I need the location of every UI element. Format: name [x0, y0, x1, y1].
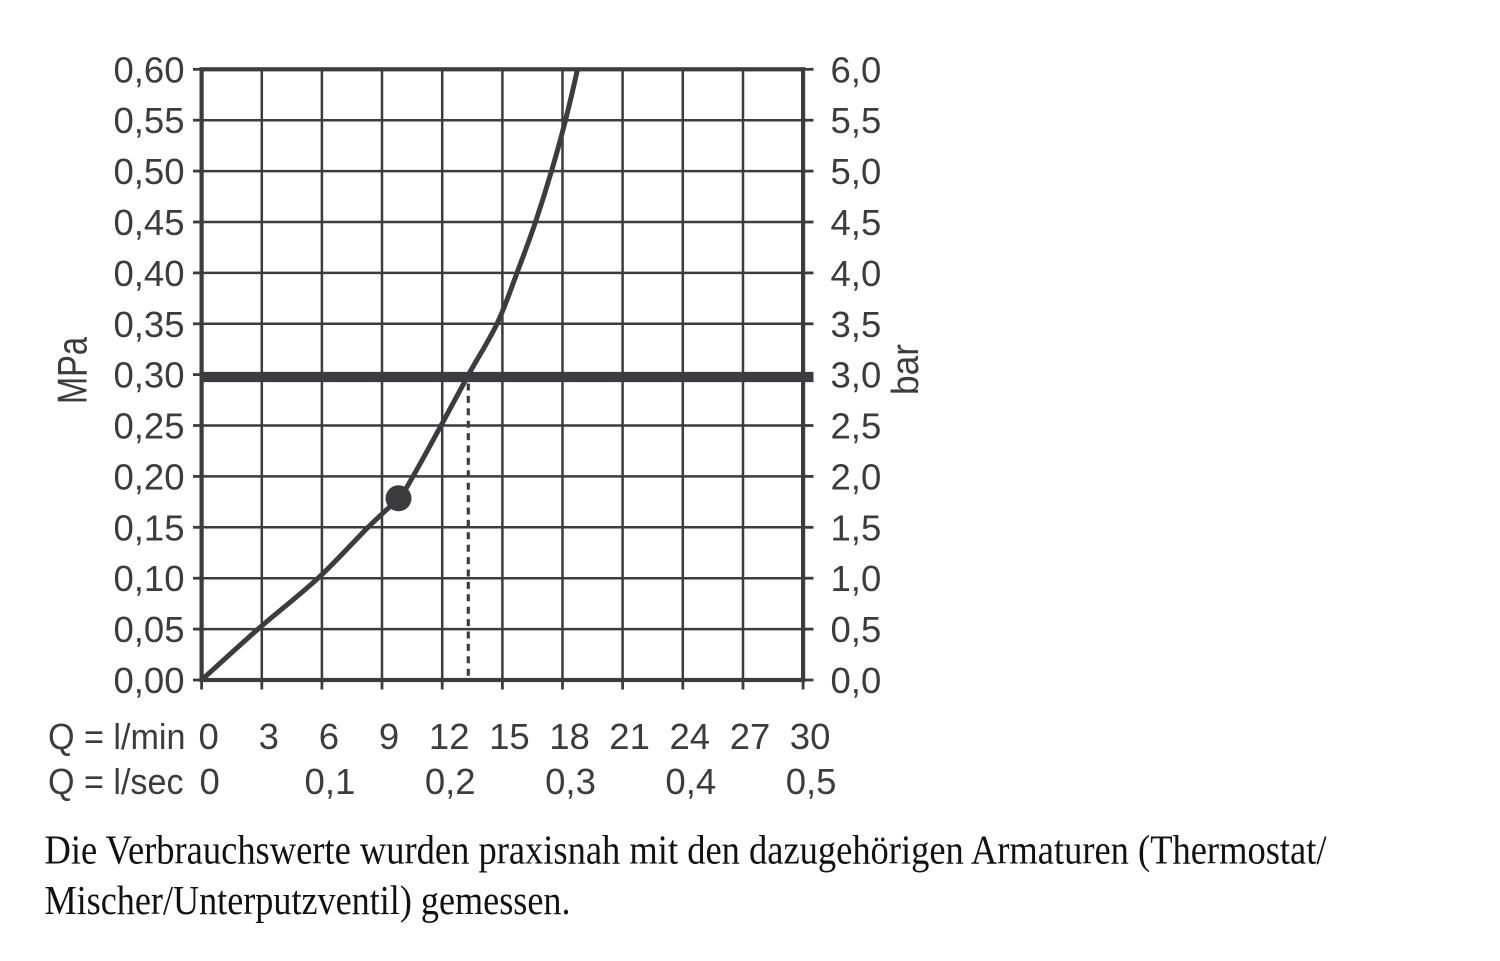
svg-text:9: 9	[379, 716, 399, 757]
svg-text:0,30: 0,30	[113, 355, 184, 396]
svg-text:0,10: 0,10	[113, 558, 184, 599]
svg-text:0,40: 0,40	[113, 253, 184, 294]
svg-text:bar: bar	[885, 344, 927, 395]
svg-text:5,5: 5,5	[831, 100, 882, 141]
svg-text:27: 27	[730, 716, 771, 757]
svg-text:4,0: 4,0	[831, 253, 882, 294]
svg-text:0,5: 0,5	[786, 761, 837, 802]
svg-text:MPa: MPa	[49, 337, 96, 404]
svg-text:Q = l/min: Q = l/min	[48, 716, 186, 757]
svg-text:0,50: 0,50	[113, 151, 184, 192]
svg-text:Q = l/sec: Q = l/sec	[48, 761, 184, 802]
svg-text:0,0: 0,0	[831, 660, 882, 701]
svg-text:0: 0	[198, 716, 218, 757]
svg-text:3,5: 3,5	[831, 304, 882, 345]
svg-text:2,0: 2,0	[831, 456, 882, 497]
svg-text:4,5: 4,5	[831, 202, 882, 243]
svg-text:21: 21	[609, 716, 650, 757]
svg-text:0,20: 0,20	[113, 456, 184, 497]
svg-text:30: 30	[790, 716, 831, 757]
svg-text:3: 3	[259, 716, 279, 757]
svg-text:Die Verbrauchswerte wurden pra: Die Verbrauchswerte wurden praxisnah mit…	[45, 826, 1328, 872]
svg-text:0,05: 0,05	[113, 609, 184, 650]
svg-text:0: 0	[199, 761, 219, 802]
svg-text:0,5: 0,5	[831, 609, 882, 650]
svg-text:0,35: 0,35	[113, 304, 184, 345]
svg-text:0,55: 0,55	[113, 100, 184, 141]
svg-text:1,0: 1,0	[831, 558, 882, 599]
svg-text:0,00: 0,00	[113, 660, 184, 701]
svg-text:24: 24	[669, 716, 710, 757]
svg-text:6: 6	[319, 716, 339, 757]
svg-text:6,0: 6,0	[831, 49, 882, 90]
svg-text:5,0: 5,0	[831, 151, 882, 192]
svg-text:0,45: 0,45	[113, 202, 184, 243]
svg-text:1,5: 1,5	[831, 507, 882, 548]
svg-text:0,4: 0,4	[665, 761, 716, 802]
svg-text:0,3: 0,3	[545, 761, 596, 802]
svg-text:18: 18	[549, 716, 590, 757]
svg-text:0,2: 0,2	[425, 761, 476, 802]
svg-text:15: 15	[489, 716, 530, 757]
svg-text:0,25: 0,25	[113, 406, 184, 447]
svg-text:0,1: 0,1	[305, 761, 356, 802]
svg-text:3,0: 3,0	[831, 355, 882, 396]
svg-text:2,5: 2,5	[831, 406, 882, 447]
svg-text:Mischer/Unterputzventil) gemes: Mischer/Unterputzventil) gemessen.	[45, 877, 571, 923]
svg-text:12: 12	[429, 716, 470, 757]
svg-text:0,15: 0,15	[113, 507, 184, 548]
svg-text:0,60: 0,60	[113, 49, 184, 90]
